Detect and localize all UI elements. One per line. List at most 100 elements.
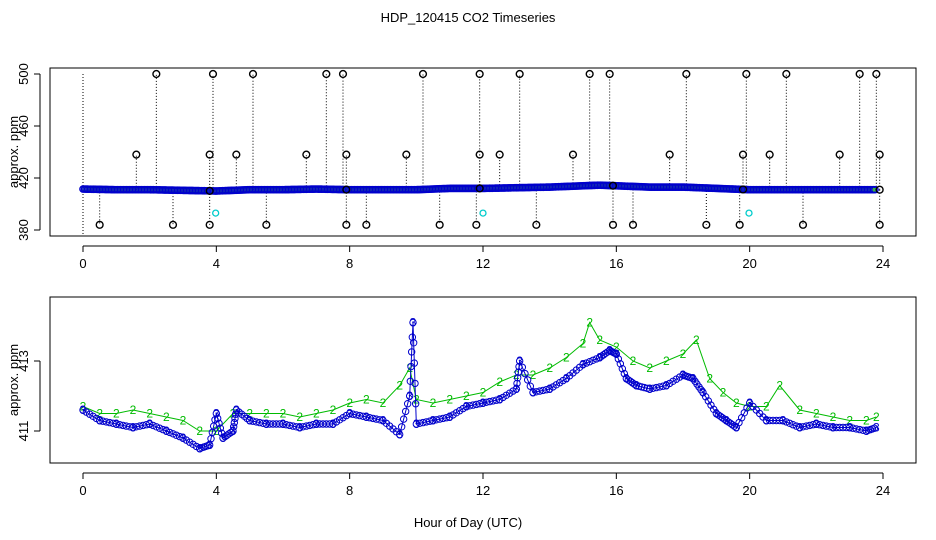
bottom-series-3-circle: [409, 339, 418, 347]
bottom-series-3-circle: [815, 421, 824, 429]
bottom-series-3-circle: [805, 421, 814, 430]
top-outlier-point: [212, 209, 220, 217]
bottom-series-3-label: 3: [530, 386, 537, 400]
top-x-tick-label: 16: [609, 256, 623, 271]
bottom-series-3-circle: [399, 415, 408, 423]
bottom-series-3-circle: [369, 414, 377, 423]
top-spike-point: [605, 69, 614, 79]
bottom-series-3-circle: [485, 397, 494, 406]
bottom-series-3-circle: [442, 414, 451, 422]
bottom-series-3-circle: [129, 423, 137, 432]
top-spike-point: [835, 150, 844, 159]
top-spike-point: [418, 69, 428, 79]
bottom-series-3-circle: [139, 421, 147, 430]
bottom-series-3-circle: [132, 423, 141, 431]
bottom-x-tick-label: 12: [476, 483, 490, 498]
bottom-series-3-label: 3: [406, 389, 413, 403]
bottom-series-3-circle: [99, 417, 107, 425]
bottom-series-2-label: 2: [280, 407, 287, 421]
bottom-series-3-circle: [775, 416, 784, 425]
top-spike-point: [132, 150, 141, 159]
bottom-series-3-circle: [539, 386, 547, 395]
bottom-series-3-circle: [415, 419, 424, 427]
bottom-series-3-label: 3: [780, 414, 787, 428]
top-plot-frame: [49, 67, 917, 237]
top-spike-point: [782, 69, 791, 79]
bottom-series-3-circle: [432, 416, 441, 424]
bottom-series-3-circle: [620, 369, 629, 378]
bottom-series-3-label: 3: [346, 407, 353, 421]
top-spike-point: [262, 220, 271, 229]
bottom-series-3-label: 3: [606, 344, 613, 358]
top-spike-point: [738, 150, 748, 159]
bottom-series-3-label: 3: [296, 421, 303, 435]
bottom-series-3-circle: [410, 359, 419, 367]
bottom-series-3-label: 3: [480, 396, 487, 410]
bottom-series-3-circle: [645, 385, 654, 393]
bottom-series-2-label: 2: [613, 340, 620, 354]
top-x-tick-label: 8: [346, 256, 353, 271]
top-spike-point: [735, 220, 744, 229]
bottom-series-3-label: 3: [813, 417, 820, 431]
top-spike-point: [362, 220, 371, 229]
bottom-series-3-circle: [870, 424, 879, 432]
bottom-series-3-circle: [359, 412, 367, 420]
bottom-series-3-circle: [789, 421, 797, 429]
top-spike-point: [585, 69, 594, 79]
bottom-series-2-label: 2: [330, 403, 337, 417]
bottom-series-3-circle: [419, 418, 427, 427]
top-spike-point: [435, 220, 444, 229]
bottom-series-3-label: 3: [580, 358, 587, 372]
top-spike-point: [532, 220, 541, 229]
bottom-series-2-label: 2: [346, 396, 353, 410]
top-spike-point: [338, 69, 348, 79]
bottom-series-3-label: 3: [396, 428, 403, 442]
bottom-series-3-circle: [812, 420, 821, 428]
bottom-series-3-circle: [401, 407, 410, 416]
bottom-series-3-label: 3: [410, 316, 417, 330]
top-spike-point: [402, 150, 411, 159]
top-spike-point: [875, 220, 884, 229]
bottom-series-3-label: 3: [713, 407, 720, 421]
bottom-series-3-circle: [372, 415, 381, 423]
top-x-tick-label: 0: [79, 256, 86, 271]
bottom-series-3-circle: [230, 418, 239, 427]
bottom-series-3-circle: [302, 422, 311, 430]
bottom-series-3-circle: [859, 426, 867, 434]
bottom-x-tick-label: 16: [609, 483, 623, 498]
top-hour-marker: [608, 181, 618, 190]
bottom-series-3-circle: [172, 431, 181, 439]
top-marks: [79, 69, 884, 236]
top-outlier-point: [745, 209, 753, 217]
bottom-series-3-circle: [422, 418, 431, 426]
bottom-series-3-circle: [515, 362, 523, 371]
top-spike-point: [568, 150, 578, 159]
bottom-series-3-circle: [518, 363, 527, 371]
bottom-series-3-label: 3: [413, 417, 420, 431]
bottom-series-3-circle: [849, 424, 857, 432]
bottom-series-2-label: 2: [230, 407, 237, 421]
bottom-series-3-circle: [513, 374, 522, 382]
top-hour-marker: [342, 185, 351, 194]
bottom-series-3-label: 3: [496, 393, 503, 407]
bottom-series-3-circle: [365, 414, 374, 422]
top-y-tick-label: 460: [16, 115, 31, 137]
top-hour-marker: [205, 186, 214, 195]
bottom-series-2-label: 2: [596, 333, 603, 347]
bottom-series-2-label: 2: [463, 389, 470, 403]
top-y-tick-label: 500: [16, 63, 31, 85]
bottom-series-3-circle: [475, 400, 484, 408]
bottom-series-3-circle: [115, 421, 124, 429]
bottom-series-2-label: 2: [720, 386, 727, 400]
bottom-series-3-circle: [349, 410, 357, 418]
bottom-series-2-label: 2: [733, 396, 740, 410]
bottom-series-3-label: 3: [230, 424, 237, 438]
bottom-series-3-circle: [405, 392, 414, 400]
bottom-series-2-label: 2: [113, 407, 120, 421]
top-spike-point: [628, 220, 638, 229]
bottom-x-tick-label: 0: [79, 483, 86, 498]
bottom-series-2-label: 2: [580, 337, 587, 351]
bottom-series-3-circle: [375, 416, 384, 424]
bottom-series-3-label: 3: [846, 421, 853, 435]
